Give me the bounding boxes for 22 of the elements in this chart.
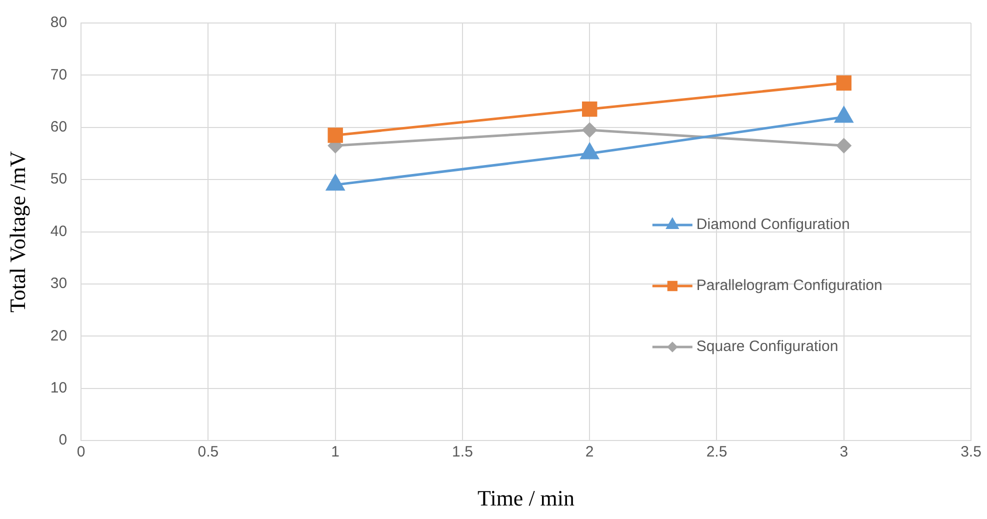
x-tick-label: 3.5 [960,444,982,461]
y-tick-label: 80 [50,14,68,32]
y-tick-label: 50 [50,170,68,188]
x-tick-label: 2 [585,444,594,461]
legend-label: Parallelogram Configuration [696,277,882,294]
y-tick-label: 20 [50,327,68,344]
y-tick-label: 0 [58,432,68,449]
x-axis-title: Time / min [478,486,575,511]
x-tick-label: 3 [840,444,848,461]
y-tick-label: 30 [50,275,68,292]
y-axis-title: Total Voltage /mV [4,150,30,313]
y-tick-label: 40 [50,222,68,240]
y-tick-label: 60 [50,118,68,136]
x-tick-label: 2.5 [706,444,728,461]
y-tick-label: 10 [50,380,68,397]
legend-label: Diamond Configuration [696,216,850,234]
legend-label: Square Configuration [696,338,838,356]
x-tick-label: 0.5 [198,444,219,461]
x-tick-label: 1 [331,444,340,461]
x-tick-label: 0 [76,444,86,461]
y-tick-label: 70 [50,66,68,84]
x-tick-label: 1.5 [452,444,473,461]
